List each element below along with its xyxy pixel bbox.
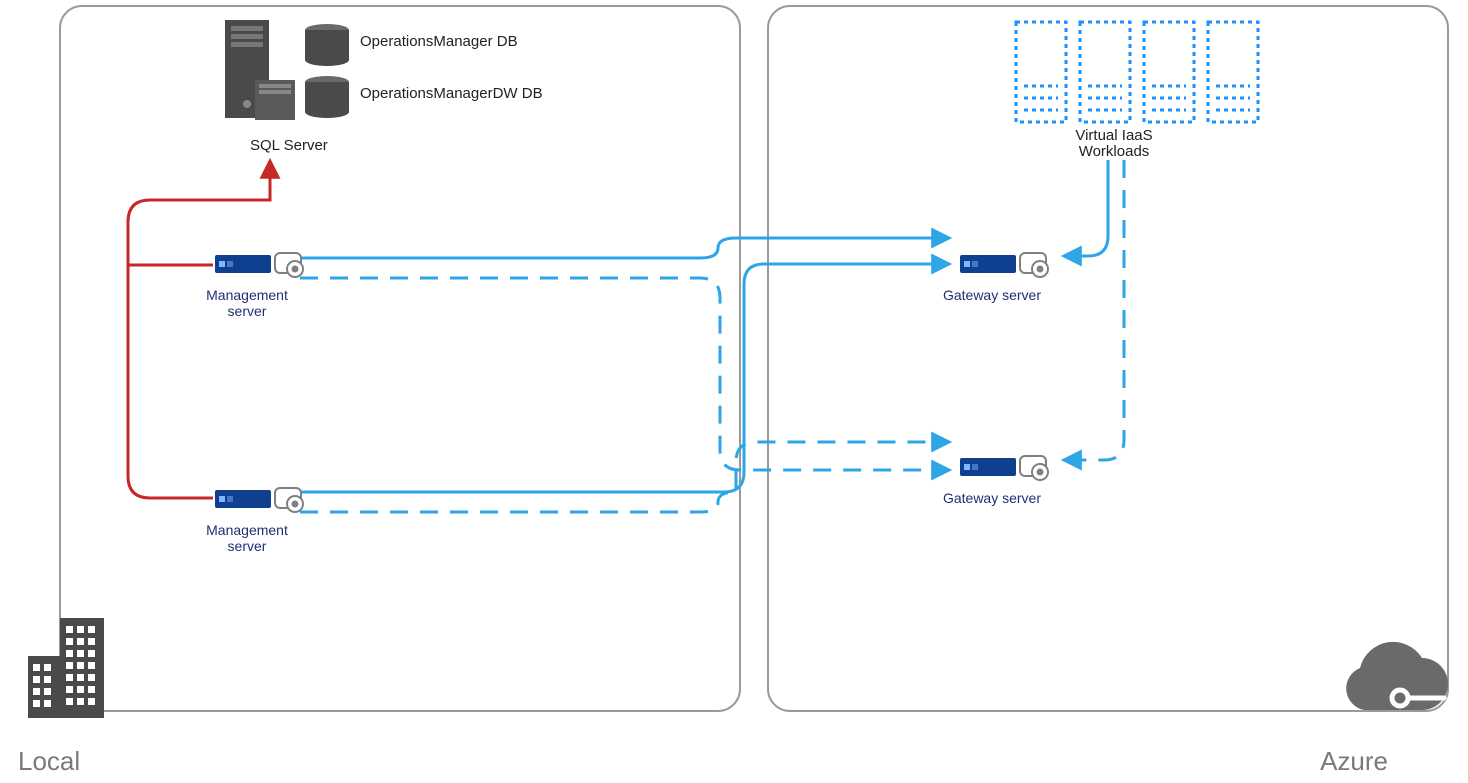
edge-vms-gw1 — [1065, 160, 1108, 256]
edge-mgmt-to-sql — [128, 162, 270, 498]
gateway-server-2 — [960, 456, 1048, 480]
vm-icon — [1208, 22, 1258, 122]
edge-mgmt2-gw1-primary — [300, 264, 948, 492]
edge-mgmt1-gw1-primary — [300, 238, 948, 258]
vm-icon — [1144, 22, 1194, 122]
sql-db1-label: OperationsManager DB — [360, 33, 518, 50]
gateway-server-1 — [960, 253, 1048, 277]
edge-vms-gw2 — [1065, 160, 1124, 460]
cloud-icon — [1346, 642, 1448, 710]
gw1-label: Gateway server — [943, 287, 1041, 303]
local-region-box — [60, 6, 740, 711]
vms-label-2: Workloads — [1079, 143, 1150, 160]
azure-label: Azure — [1320, 746, 1388, 776]
management-server-1 — [215, 253, 303, 277]
mgmt1-label-2: server — [228, 303, 267, 319]
sql-server-icon — [225, 20, 349, 120]
mgmt1-label-1: Management — [206, 287, 288, 303]
azure-region-box — [768, 6, 1448, 711]
buildings-icon — [28, 618, 104, 718]
vm-icon — [1016, 22, 1066, 122]
mgmt2-label-2: server — [228, 538, 267, 554]
sql-db2-label: OperationsManagerDW DB — [360, 85, 543, 102]
edge-mgmt2-gw2-failover — [300, 442, 948, 512]
sql-server-label: SQL Server — [250, 137, 328, 154]
management-server-2 — [215, 488, 303, 512]
vms-label-1: Virtual IaaS — [1075, 127, 1152, 144]
vm-group — [1016, 22, 1258, 122]
vm-icon — [1080, 22, 1130, 122]
mgmt2-label-1: Management — [206, 522, 288, 538]
gw2-label: Gateway server — [943, 490, 1041, 506]
local-label: Local — [18, 746, 80, 776]
